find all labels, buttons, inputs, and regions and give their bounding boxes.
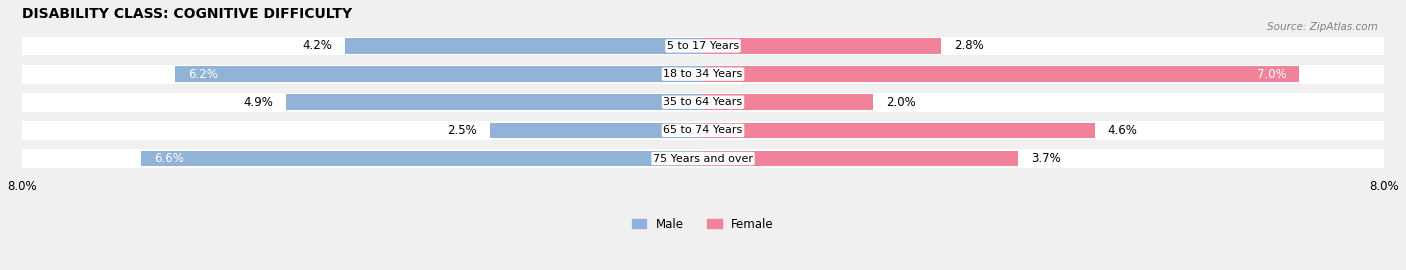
- Text: 2.8%: 2.8%: [955, 39, 984, 52]
- Text: 2.5%: 2.5%: [447, 124, 478, 137]
- Bar: [285, 94, 703, 110]
- Bar: [21, 65, 1385, 83]
- Legend: Male, Female: Male, Female: [627, 213, 779, 235]
- Text: 65 to 74 Years: 65 to 74 Years: [664, 125, 742, 135]
- Bar: [141, 151, 703, 166]
- Text: 5 to 17 Years: 5 to 17 Years: [666, 41, 740, 51]
- Bar: [21, 36, 1385, 55]
- Text: Source: ZipAtlas.com: Source: ZipAtlas.com: [1267, 22, 1378, 32]
- Bar: [703, 151, 1018, 166]
- Text: 18 to 34 Years: 18 to 34 Years: [664, 69, 742, 79]
- Bar: [703, 66, 1299, 82]
- Bar: [491, 123, 703, 138]
- Bar: [21, 121, 1385, 140]
- Bar: [703, 38, 942, 54]
- Text: 35 to 64 Years: 35 to 64 Years: [664, 97, 742, 107]
- Bar: [174, 66, 703, 82]
- Bar: [21, 149, 1385, 168]
- Text: 6.6%: 6.6%: [153, 152, 184, 165]
- Text: 75 Years and over: 75 Years and over: [652, 154, 754, 164]
- Text: 4.6%: 4.6%: [1108, 124, 1137, 137]
- Bar: [703, 123, 1095, 138]
- Text: 7.0%: 7.0%: [1257, 68, 1286, 80]
- Text: 4.9%: 4.9%: [243, 96, 273, 109]
- Text: 6.2%: 6.2%: [188, 68, 218, 80]
- Text: 2.0%: 2.0%: [886, 96, 915, 109]
- Bar: [703, 94, 873, 110]
- Text: DISABILITY CLASS: COGNITIVE DIFFICULTY: DISABILITY CLASS: COGNITIVE DIFFICULTY: [21, 7, 351, 21]
- Bar: [21, 93, 1385, 112]
- Text: 3.7%: 3.7%: [1031, 152, 1060, 165]
- Text: 4.2%: 4.2%: [302, 39, 333, 52]
- Bar: [346, 38, 703, 54]
